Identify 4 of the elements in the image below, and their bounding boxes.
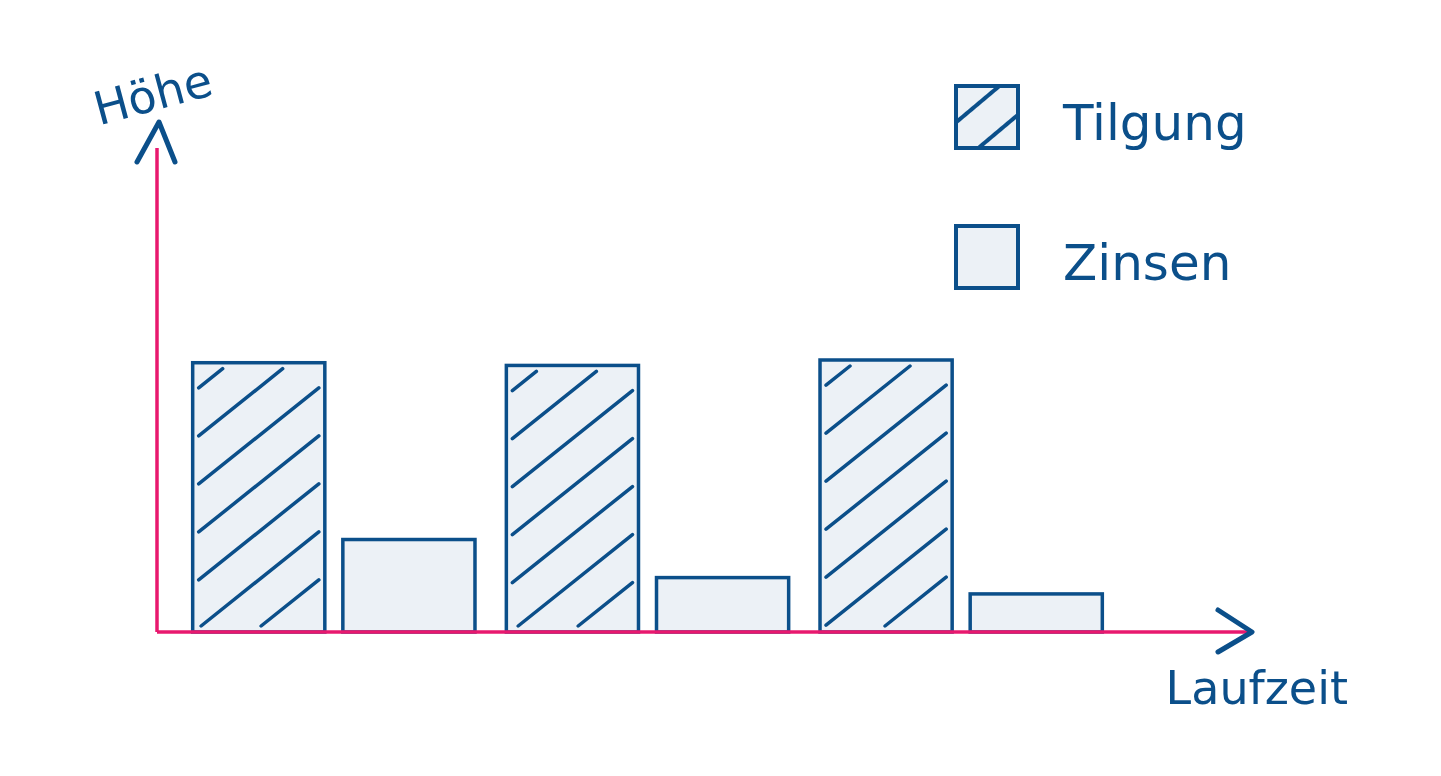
- x-axis-title: Laufzeit: [1165, 661, 1348, 715]
- legend-label: Tilgung: [1062, 94, 1247, 152]
- y-axis-title: Höhe: [87, 52, 218, 137]
- legend-label: Zinsen: [1063, 234, 1232, 292]
